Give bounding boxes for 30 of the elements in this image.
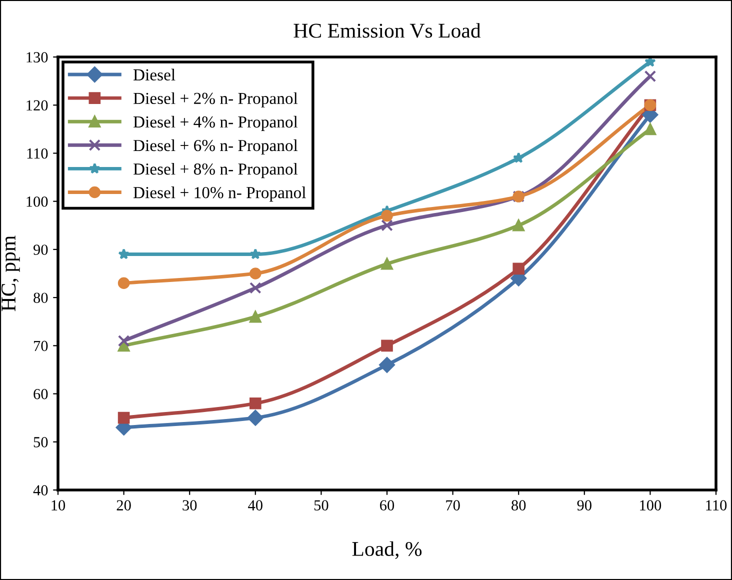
y-tick-label: 60 [34,388,48,400]
y-tick-label: 130 [26,52,48,62]
y-axis-title: HC, ppm [2,236,20,312]
legend-label: Diesel + 4% n- Propanol [133,116,298,131]
x-tick-label: 90 [577,500,592,510]
x-tick-label: 70 [446,500,460,510]
x-tick-label: 10 [52,500,66,510]
legend-label: Diesel + 8% n- Propanol [133,162,298,178]
y-tick-label: 110 [27,148,48,159]
x-tick-label: 50 [314,500,328,510]
x-axis-title: Load, % [352,541,422,560]
y-tick-label: 40 [33,485,48,496]
x-tick-label: 40 [248,500,262,510]
legend-label: Diesel + 6% n- Propanol [133,139,298,155]
chart-title: HC Emission Vs Load [294,23,481,38]
x-tick-label: 20 [116,500,131,510]
y-tick-label: 80 [34,292,48,304]
y-tick-label: 90 [33,244,48,255]
x-tick-label: 30 [182,500,197,510]
x-tick-label: 60 [380,500,394,510]
x-tick-label: 80 [512,500,526,510]
y-tick-label: 70 [34,340,48,352]
y-tick-label: 50 [34,437,48,448]
legend-label: Diesel + 2% n- Propanol [133,92,298,108]
x-tick-label: 110 [706,500,727,510]
legend-label: Diesel + 10% n- Propanol [133,186,306,202]
legend-label: Diesel [133,68,176,80]
y-tick-label: 100 [26,196,48,207]
y-tick-label: 120 [26,100,48,111]
x-tick-label: 100 [640,500,662,510]
